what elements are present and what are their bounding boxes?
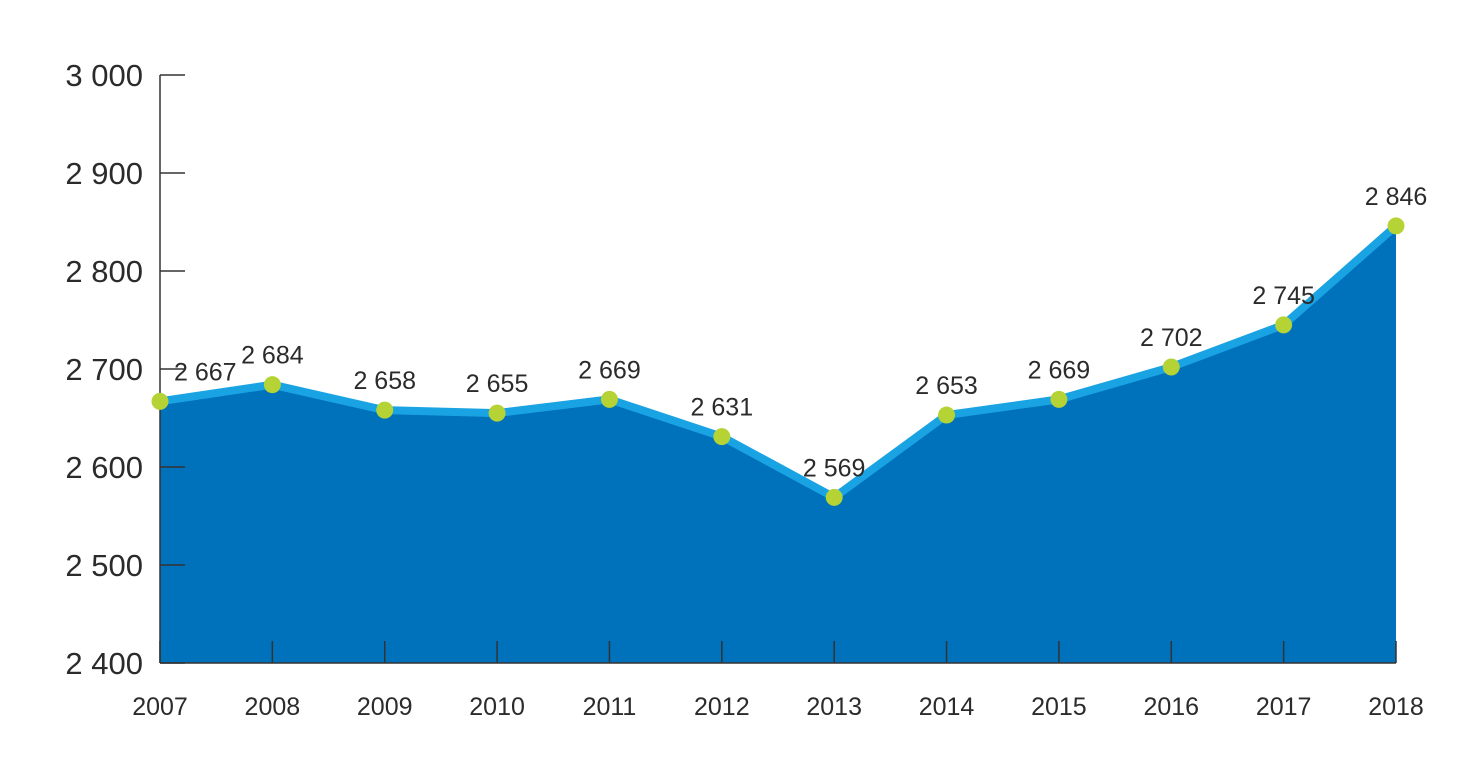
series-line: [156, 221, 1400, 502]
y-tick-label: 3 000: [65, 58, 143, 93]
data-label: 2 684: [241, 342, 304, 370]
data-point: [376, 401, 394, 419]
x-tick-label: 2009: [357, 693, 413, 721]
data-label: 2 669: [578, 356, 641, 384]
x-axis-ticks: 2007 2008 2009 2010 2011 2012 2013 2014 2015 2016…: [132, 641, 1424, 721]
data-label: 2 846: [1365, 183, 1428, 211]
data-point: [938, 406, 956, 424]
data-label: 2 702: [1140, 324, 1203, 352]
data-label: 2 669: [1028, 356, 1091, 384]
x-tick-label: 2014: [919, 693, 975, 721]
x-tick-label: 2011: [583, 693, 637, 721]
x-tick-label: 2007: [132, 693, 188, 721]
data-label: 2 569: [803, 454, 866, 482]
area-fill: [160, 225, 1396, 664]
data-point: [1387, 217, 1405, 235]
x-tick-label: 2010: [469, 693, 525, 721]
data-label: 2 631: [691, 394, 754, 422]
y-tick-label: 2 700: [65, 352, 143, 387]
x-tick-label: 2015: [1031, 693, 1087, 721]
series-line-layer: [156, 221, 1400, 502]
y-tick-label: 2 900: [65, 156, 143, 191]
x-tick-label: 2008: [245, 693, 301, 721]
x-tick-label: 2012: [694, 693, 750, 721]
data-point: [263, 376, 281, 394]
y-tick-label: 2 600: [65, 450, 143, 485]
data-label: 2 745: [1252, 282, 1315, 310]
x-tick-label: 2016: [1143, 693, 1199, 721]
y-tick-label: 2 800: [65, 254, 143, 289]
data-label: 2 658: [353, 367, 416, 395]
area-layer: [160, 225, 1396, 664]
data-label: 2 653: [915, 372, 978, 400]
data-point: [488, 404, 506, 422]
y-tick-label: 2 400: [65, 646, 143, 681]
y-tick-label: 2 500: [65, 548, 143, 583]
data-point: [1275, 316, 1293, 334]
data-point: [825, 488, 843, 506]
data-point: [151, 392, 169, 410]
data-point: [1050, 390, 1068, 408]
data-point: [713, 428, 731, 446]
data-label: 2 655: [466, 370, 529, 398]
x-tick-label: 2013: [806, 693, 862, 721]
x-tick-label: 2017: [1256, 693, 1312, 721]
data-point: [600, 390, 618, 408]
data-point: [1162, 358, 1180, 376]
x-tick-label: 2018: [1368, 693, 1424, 721]
y-axis-ticks: 2 400 2 500 2 600 2 700 2 800 2 900 3 000: [65, 58, 185, 681]
data-markers: [151, 217, 1405, 506]
data-label: 2 667: [174, 358, 237, 386]
